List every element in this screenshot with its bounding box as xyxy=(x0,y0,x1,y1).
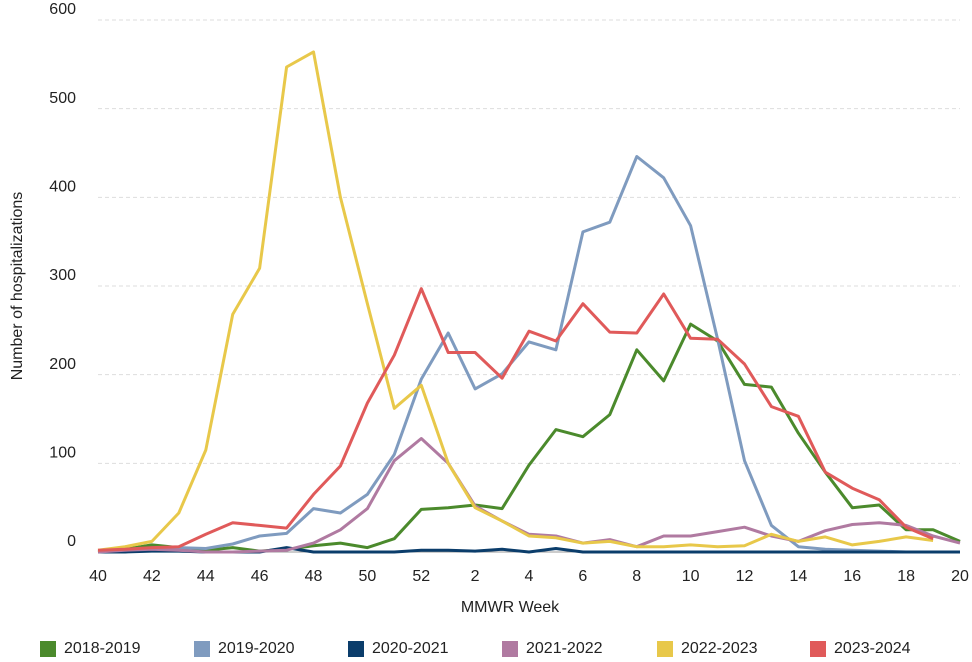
legend-swatch xyxy=(348,641,364,657)
legend-swatch xyxy=(810,641,826,657)
x-axis-label: MMWR Week xyxy=(461,599,560,616)
y-tick-label: 200 xyxy=(49,356,76,373)
y-axis-label: Number of hospitalizations xyxy=(9,192,26,381)
series-line xyxy=(97,155,960,554)
y-tick-label: 600 xyxy=(49,1,76,18)
x-tick-label: 48 xyxy=(305,568,323,585)
y-tick-label: 100 xyxy=(49,445,76,462)
series-line xyxy=(97,50,934,552)
legend-label: 2023-2024 xyxy=(834,640,911,657)
series-line xyxy=(97,287,934,552)
legend-label: 2020-2021 xyxy=(372,640,449,657)
x-tick-label: 8 xyxy=(632,568,641,585)
x-tick-label: 18 xyxy=(897,568,915,585)
y-tick-label: 0 xyxy=(67,533,76,550)
y-tick-label: 400 xyxy=(49,179,76,196)
x-tick-label: 44 xyxy=(197,568,215,585)
x-tick-label: 4 xyxy=(525,568,534,585)
legend-swatch xyxy=(194,641,210,657)
x-tick-label: 10 xyxy=(682,568,700,585)
series-line xyxy=(97,322,961,554)
x-tick-label: 20 xyxy=(951,568,969,585)
x-tick-label: 40 xyxy=(89,568,107,585)
x-tick-label: 16 xyxy=(843,568,861,585)
x-tick-label: 2 xyxy=(471,568,480,585)
legend-swatch xyxy=(502,641,518,657)
legend-label: 2022-2023 xyxy=(681,640,758,657)
legend-label: 2019-2020 xyxy=(218,640,295,657)
legend-swatch xyxy=(657,641,673,657)
legend-label: 2018-2019 xyxy=(64,640,141,657)
x-tick-label: 52 xyxy=(412,568,430,585)
x-tick-label: 42 xyxy=(143,568,161,585)
x-tick-label: 50 xyxy=(358,568,376,585)
x-tick-label: 6 xyxy=(578,568,587,585)
x-tick-label: 12 xyxy=(736,568,754,585)
x-tick-label: 46 xyxy=(251,568,269,585)
y-tick-label: 300 xyxy=(49,267,76,284)
legend-label: 2021-2022 xyxy=(526,640,603,657)
x-tick-label: 14 xyxy=(789,568,807,585)
legend-swatch xyxy=(40,641,56,657)
y-tick-label: 500 xyxy=(49,90,76,107)
